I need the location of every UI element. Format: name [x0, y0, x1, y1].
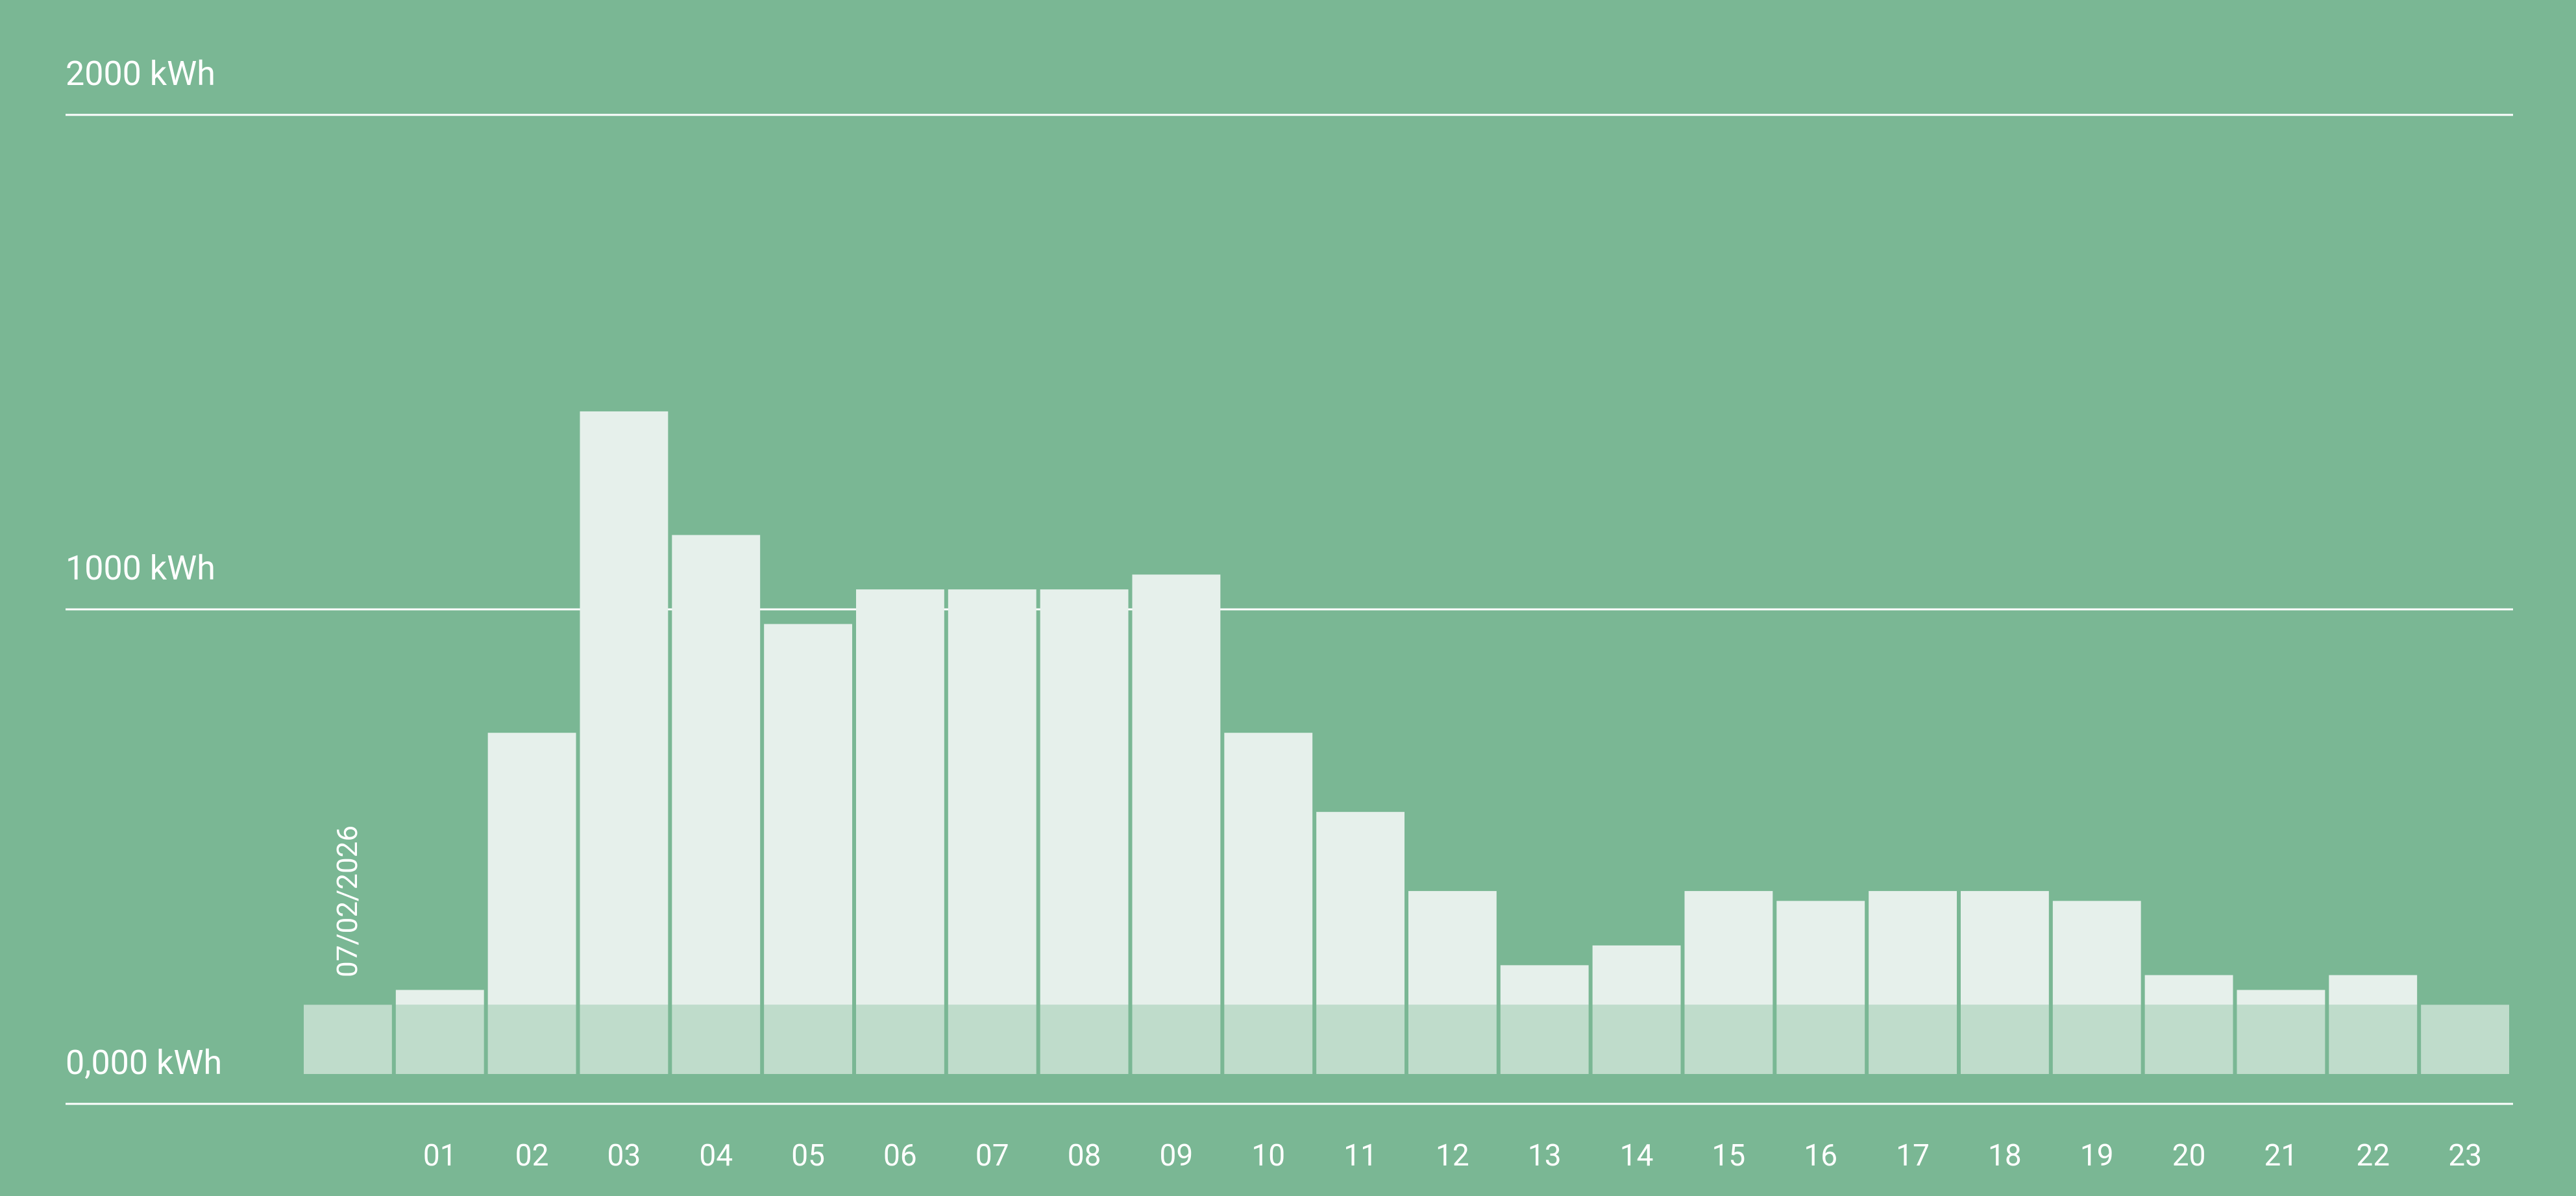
bar-segment	[2144, 975, 2233, 1005]
y-tick-label: 0,000 kWh	[66, 1043, 222, 1082]
bar-segment	[1961, 1005, 2049, 1074]
bar-segment	[2329, 1005, 2418, 1074]
bar-segment	[2237, 990, 2325, 1005]
bar-segment	[304, 1005, 392, 1074]
bar-segment	[1869, 1005, 1957, 1074]
x-tick-label: 09	[1160, 1138, 1194, 1173]
bar-segment	[1869, 891, 1957, 1005]
bar-segment	[1592, 945, 1681, 1005]
bar-segment	[1500, 1005, 1589, 1074]
bar-segment	[2144, 1005, 2233, 1074]
bar-segment	[1132, 1005, 1221, 1074]
x-tick-label: 13	[1528, 1138, 1562, 1173]
bar-segment	[2421, 1005, 2509, 1074]
bar-segment	[1316, 1005, 1405, 1074]
y-tick-label: 2000 kWh	[66, 54, 215, 93]
x-tick-label: 15	[1712, 1138, 1746, 1173]
x-tick-label: 12	[1436, 1138, 1469, 1173]
bar-segment	[2237, 1005, 2325, 1074]
bar-segment	[2329, 975, 2418, 1005]
bar-segment	[580, 411, 669, 1005]
bar-segment	[580, 1005, 669, 1074]
bar-segment	[487, 733, 576, 1005]
bar-segment	[1408, 1005, 1497, 1074]
date-annotation: 07/02/2026	[330, 825, 364, 977]
x-tick-label: 04	[699, 1138, 733, 1173]
x-tick-label: 19	[2080, 1138, 2114, 1173]
x-tick-label: 06	[883, 1138, 917, 1173]
x-tick-label: 11	[1343, 1138, 1377, 1173]
x-tick-label: 08	[1068, 1138, 1101, 1173]
x-tick-label: 03	[607, 1138, 641, 1173]
bar-segment	[764, 624, 852, 1005]
bar-segment	[395, 1005, 484, 1074]
bar-segment	[948, 589, 1037, 1005]
bar-segment	[1500, 965, 1589, 1005]
bar-segment	[1224, 733, 1313, 1005]
bar-segment	[1040, 589, 1129, 1005]
x-tick-label: 20	[2172, 1138, 2206, 1173]
x-tick-label: 16	[1804, 1138, 1837, 1173]
bar-segment	[856, 589, 944, 1005]
x-tick-label: 07	[975, 1138, 1009, 1173]
x-tick-label: 18	[1988, 1138, 2022, 1173]
x-tick-label: 05	[791, 1138, 825, 1173]
bar-segment	[672, 1005, 761, 1074]
x-tick-label: 10	[1251, 1138, 1285, 1173]
x-tick-label: 22	[2356, 1138, 2390, 1173]
bar-segment	[1776, 901, 1865, 1005]
bar-segment	[1776, 1005, 1865, 1074]
x-tick-label: 23	[2448, 1138, 2482, 1173]
x-tick-label: 01	[423, 1138, 457, 1173]
bar-segment	[487, 1005, 576, 1074]
bar-segment	[1961, 891, 2049, 1005]
bar-segment	[1224, 1005, 1313, 1074]
bar-segment	[1316, 812, 1405, 1005]
x-tick-label: 14	[1620, 1138, 1654, 1173]
bar-segment	[1592, 1005, 1681, 1074]
bar-segment	[2052, 1005, 2141, 1074]
x-tick-label: 17	[1896, 1138, 1930, 1173]
bar-segment	[1684, 1005, 1773, 1074]
x-tick-label: 02	[515, 1138, 549, 1173]
y-tick-label: 1000 kWh	[66, 548, 215, 588]
bar-segment	[395, 990, 484, 1005]
bar-segment	[764, 1005, 852, 1074]
x-tick-label: 21	[2264, 1138, 2298, 1173]
bar-segment	[2052, 901, 2141, 1005]
bar-segment	[1408, 891, 1497, 1005]
bar-segment	[1684, 891, 1773, 1005]
bar-segment	[856, 1005, 944, 1074]
bar-segment	[1040, 1005, 1129, 1074]
bar-segment	[1132, 574, 1221, 1005]
bar-segment	[672, 535, 761, 1005]
bar-segment	[948, 1005, 1037, 1074]
